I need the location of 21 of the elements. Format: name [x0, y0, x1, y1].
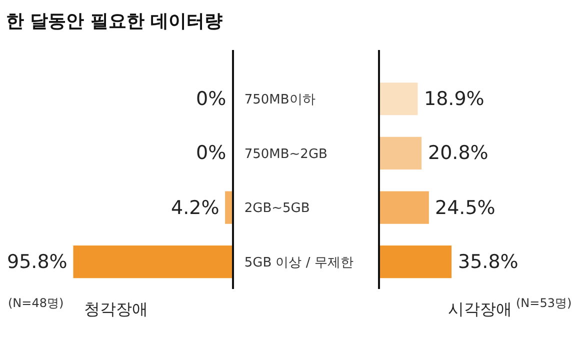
y-tick-label: 2GB~5GB	[244, 201, 310, 216]
data-label: 35.8%	[458, 251, 518, 273]
data-label: 0%	[196, 142, 226, 164]
chart-title: 한 달동안 필요한 데이터량	[6, 10, 223, 32]
data-label: 20.8%	[428, 142, 488, 164]
data-label: 4.2%	[171, 197, 220, 219]
y-tick-label: 5GB 이상 / 무제한	[244, 255, 354, 270]
data-label: 18.9%	[424, 88, 484, 110]
text: (N=53명)	[516, 296, 572, 310]
y-tick-label: 750MB~2GB	[244, 146, 328, 162]
bar	[380, 191, 429, 224]
x-axis-title: 청각장애	[84, 300, 148, 319]
bar	[380, 246, 452, 278]
bar	[380, 136, 422, 170]
data-label: 24.5%	[435, 197, 496, 219]
x-axis-title: 시각장애	[448, 300, 512, 319]
bar	[380, 82, 418, 116]
data-label: 0%	[196, 88, 226, 110]
y-tick-label: 750MB이하	[244, 92, 316, 108]
data-label: 95.8%	[7, 251, 68, 273]
text: (N=48명)	[8, 296, 64, 310]
